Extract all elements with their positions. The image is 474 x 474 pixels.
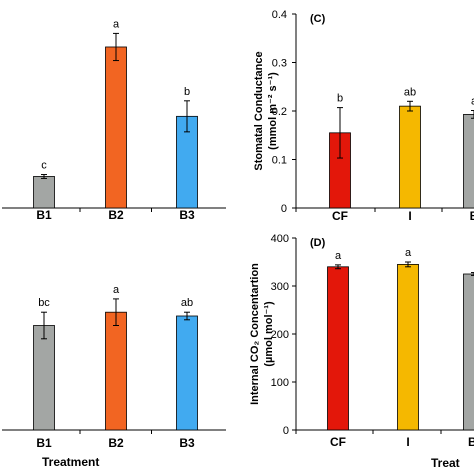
significance-letter: ab [404, 86, 416, 98]
significance-letter: b [337, 93, 343, 105]
panel-bottom-right: 0 100 200 300 400 a CF a I Bi (D) Internal CO₂ Conc… [249, 233, 474, 470]
y-axis-title-units: (µmol mol⁻¹) [263, 301, 275, 367]
significance-letter: a [405, 247, 412, 259]
bar-Bi [463, 273, 474, 431]
significance-letter: a [113, 284, 120, 296]
bar-I [397, 263, 419, 431]
category-label: B2 [108, 436, 124, 450]
bar-B1 [33, 325, 55, 431]
bar-B2 [105, 46, 127, 209]
significance-letter: a [113, 18, 120, 30]
y-tick-label: 0.1 [272, 155, 287, 167]
category-label: B [470, 209, 474, 223]
category-label: B1 [36, 436, 52, 450]
category-label: B3 [179, 436, 195, 450]
category-label: Bi [468, 435, 474, 449]
panel-label: (C) [310, 13, 326, 25]
category-label: I [408, 209, 411, 223]
significance-letter: c [41, 160, 47, 172]
category-label: CF [332, 209, 348, 223]
panel-top-right: 0 0.1 0.2 0.3 0.4 b CF ab Ia B (C) Stomatal Conduct… [253, 9, 474, 223]
y-tick-label: 400 [271, 233, 289, 245]
significance-letter: ab [181, 297, 193, 309]
category-label: B2 [108, 208, 124, 222]
panel-label: (D) [310, 237, 326, 249]
y-tick-label: 0.2 [272, 106, 287, 118]
category-label: I [406, 435, 409, 449]
y-tick-label: 0 [281, 203, 287, 215]
panel-bottom-left: bc B1 a B2 ab B3 Treatment [2, 284, 226, 469]
category-label: B3 [179, 208, 195, 222]
x-axis-title: Treatment [42, 455, 99, 469]
significance-letter: a [471, 96, 474, 108]
bar-B2 [105, 311, 127, 431]
y-axis-title: Internal CO₂ Concentartion [249, 263, 261, 405]
y-tick-label: 300 [271, 281, 289, 293]
y-axis-title: Stomatal Conductance [253, 51, 265, 170]
y-axis-title-units: (mmol m⁻² s⁻¹) [267, 72, 279, 150]
category-label: CF [330, 435, 346, 449]
panel-top-left: c B1 a B2 b B3 [2, 18, 226, 222]
y-tick-label: 0 [283, 425, 289, 437]
category-label: B1 [36, 208, 52, 222]
bar-CF [327, 266, 349, 431]
bar-B [463, 113, 474, 209]
y-tick-label: 200 [271, 329, 289, 341]
bar-B3 [176, 315, 198, 431]
y-tick-label: 0.3 [272, 58, 287, 70]
y-tick-label: 0.4 [272, 9, 287, 21]
y-tick-label: 100 [271, 377, 289, 389]
x-axis-title: Treat [431, 456, 460, 470]
significance-letter: a [335, 250, 342, 262]
significance-letter: bc [38, 297, 50, 309]
bar-B1 [33, 176, 55, 209]
significance-letter: b [184, 86, 190, 98]
bar-I [399, 105, 421, 209]
